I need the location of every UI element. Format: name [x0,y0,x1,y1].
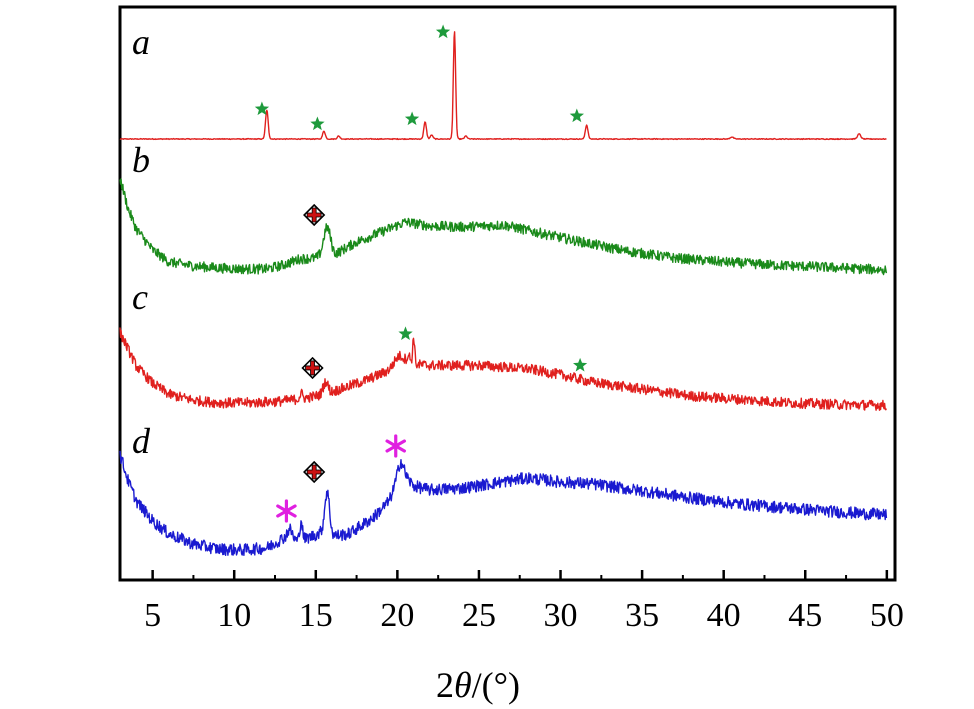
curve-a [119,31,887,141]
series-labels: a b c d [132,22,151,461]
curve-label-a: a [132,22,150,62]
curve-label-b: b [132,140,150,180]
peak-markers [254,24,588,523]
x-tick-label: 30 [544,597,578,634]
diamond-cross-marker [303,460,326,484]
curve-b [119,178,888,276]
curve-c [119,327,888,411]
x-axis-label-suffix: /(°) [472,665,520,705]
star-marker [435,24,451,39]
x-tick-label: 20 [380,597,414,634]
x-axis-label-symbol: θ [454,665,472,705]
curve-label-d: d [132,421,151,461]
curve-d [119,450,888,556]
asterisk-marker [385,434,406,458]
star-marker [254,101,270,116]
x-tick-label: 35 [625,597,659,634]
diamond-cross-marker [301,356,324,380]
curve-label-c: c [132,277,148,317]
star-marker [573,357,588,372]
x-tick-label: 50 [870,597,904,634]
x-axis-label: 2θ/(°) [436,665,520,705]
series-curves [119,31,888,556]
x-tick-label: 15 [299,597,333,634]
plot-frame [118,5,897,582]
star-marker [310,116,325,131]
diamond-cross-marker [303,203,326,227]
asterisk-marker [276,499,297,523]
x-tick-label: 5 [144,597,161,634]
x-tick-label: 25 [462,597,496,634]
x-tick-label: 10 [217,597,251,634]
x-tick-label: 40 [707,597,741,634]
star-marker [404,111,420,126]
star-marker [569,108,584,123]
x-tick-label: 45 [788,597,822,634]
star-marker [398,326,413,340]
x-axis-tick-labels: 5 10 15 20 25 30 35 40 45 50 [144,597,904,634]
x-axis-label-prefix: 2 [436,665,454,705]
x-axis-ticks [151,570,889,580]
